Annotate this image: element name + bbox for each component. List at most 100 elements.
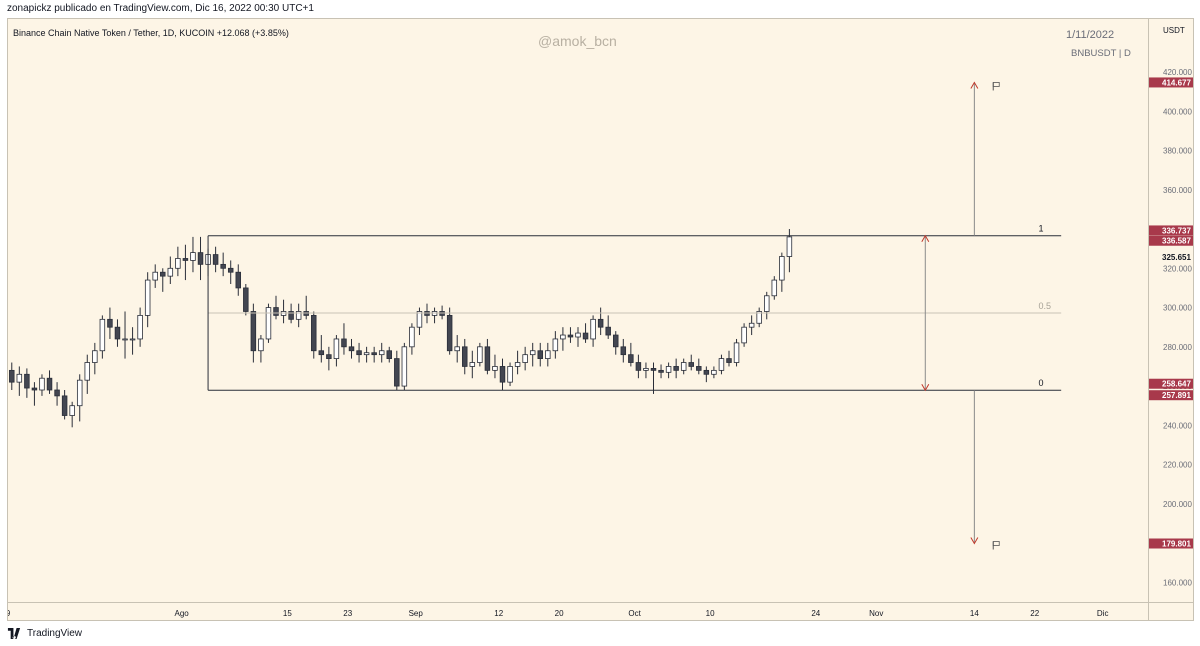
candle [771, 276, 778, 300]
time-tick-label: Ago [175, 609, 190, 618]
candle [129, 327, 136, 355]
candle-body [779, 256, 785, 281]
candle-body [552, 338, 559, 352]
price-tag: 325.651 [1162, 253, 1191, 262]
price-tag-bg [1149, 225, 1193, 236]
candle [160, 268, 166, 292]
price-tag-bg [1149, 538, 1193, 549]
candlestick-plot[interactable]: 10.50 [8, 19, 1148, 602]
time-tick-label: Dic [1097, 609, 1109, 618]
candle [39, 374, 45, 396]
candle [333, 335, 340, 367]
price-tick-label: 160.000 [1163, 578, 1192, 587]
candle [250, 303, 257, 363]
footer-brand: TradingView [27, 627, 83, 639]
candle [439, 305, 445, 320]
candle-body [416, 311, 423, 328]
chart-pane[interactable]: 1 0.5 0 Binance Chain Native Token / Tethe… [8, 19, 1148, 602]
candle [416, 307, 423, 336]
candle-body [190, 252, 196, 261]
price-tag-label: 336.587 [1162, 237, 1191, 246]
candle [673, 358, 679, 379]
candle-body [756, 311, 762, 324]
price-tag-label: 414.677 [1162, 78, 1191, 87]
watermark: @amok_bcn [538, 33, 617, 49]
candle [220, 252, 226, 277]
candle [446, 307, 453, 355]
candle-body [582, 332, 589, 340]
candle-body [703, 369, 710, 375]
price-tag-label: 179.801 [1162, 540, 1191, 549]
candle [507, 362, 513, 387]
time-tick-label: 23 [343, 609, 352, 618]
candle [635, 354, 642, 379]
candle [212, 246, 219, 273]
time-tick-label: Oct [628, 609, 641, 618]
candle-body [341, 338, 347, 348]
candle [99, 315, 106, 359]
candle [24, 368, 30, 398]
price-tag-bg [1149, 378, 1193, 389]
candle-body [92, 350, 98, 363]
candle [9, 362, 15, 390]
candle-body [333, 338, 340, 359]
candle [590, 315, 596, 347]
candle-body [711, 369, 717, 375]
candle-body [718, 358, 725, 371]
candle-body [220, 263, 226, 269]
candle-body [597, 318, 604, 328]
candle-body [590, 318, 596, 340]
price-tag-label: 325.651 [1162, 253, 1191, 262]
currency-label: USDT [1163, 26, 1185, 35]
price-tick-label: 300.000 [1163, 304, 1192, 313]
candle [46, 370, 53, 394]
time-tick-label: 12 [494, 609, 503, 618]
price-tag-bg [1149, 390, 1193, 401]
candle-body [167, 267, 174, 277]
candle [303, 295, 309, 320]
candle-body [69, 405, 75, 416]
candle-body [499, 366, 506, 383]
candle-body [288, 311, 294, 320]
candle [582, 323, 589, 343]
candle-body [54, 389, 60, 397]
candle-body [658, 369, 664, 373]
candle-body [31, 387, 38, 391]
candle [522, 346, 528, 371]
fib-label: 1 [1039, 224, 1044, 234]
candle [409, 323, 415, 355]
candle-body [175, 258, 181, 269]
candle-body [348, 346, 355, 352]
candle [152, 264, 158, 288]
candle [54, 382, 60, 406]
candle-body [605, 326, 611, 336]
candle-body [665, 366, 672, 373]
price-tag: 258.647 [1149, 378, 1193, 389]
candle [756, 307, 762, 328]
flag-cloth [992, 82, 1000, 87]
candle [311, 311, 317, 359]
candle [552, 331, 559, 359]
candle-body [182, 258, 189, 261]
candle [658, 364, 664, 379]
candle-body [771, 279, 778, 297]
price-tick-label: 200.000 [1163, 500, 1192, 509]
candle [69, 401, 75, 428]
candle-body [265, 307, 272, 340]
candle [31, 382, 38, 406]
time-axis[interactable]: 9 Ago 15 23 Sep 12 20 Oct 10 24 Nov 14 22 Dic [6, 602, 1148, 620]
candle-body [613, 334, 619, 348]
range-measure-arrow-up [921, 234, 930, 242]
candle-body [454, 346, 460, 352]
candle [107, 307, 113, 339]
candle-body [363, 352, 370, 356]
candle [680, 358, 687, 375]
candle-body [9, 369, 15, 383]
candle [326, 346, 332, 371]
candle [650, 362, 657, 394]
candle-body [741, 326, 747, 344]
candle [529, 342, 536, 367]
candle-body [311, 315, 317, 352]
price-tick-label: 420.000 [1163, 68, 1192, 77]
price-axis[interactable]: USDT160.000180.000200.000220.000240.0002… [1148, 19, 1193, 602]
